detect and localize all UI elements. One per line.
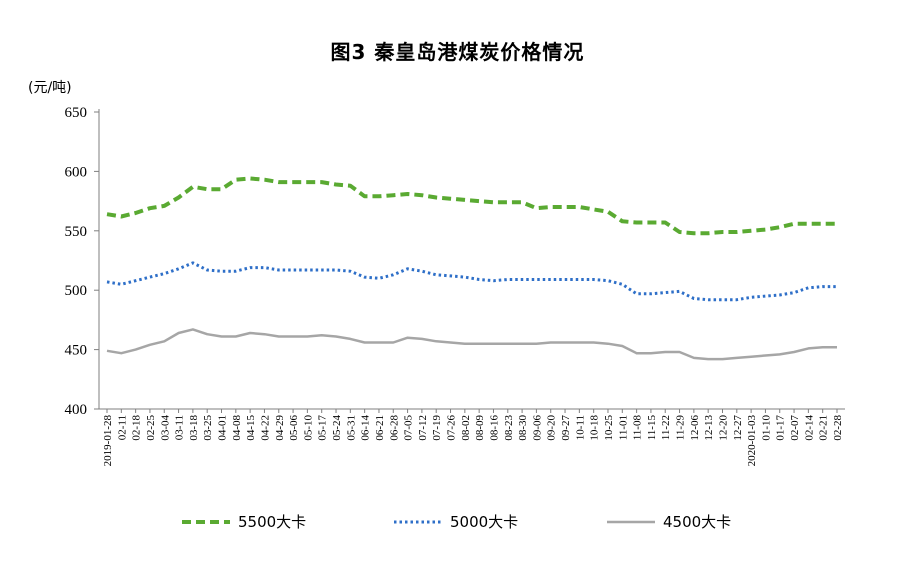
x-tick-label: 01-17	[775, 415, 787, 441]
x-tick-label: 09-06	[531, 415, 543, 441]
x-tick-label: 05-10	[302, 415, 314, 441]
axes	[98, 109, 845, 410]
x-tick-label: 12-13	[703, 415, 715, 441]
series-lines	[106, 176, 837, 361]
x-tick-label: 02-14	[803, 415, 815, 441]
x-tick-label: 08-30	[517, 415, 529, 441]
x-tick-label: 02-25	[145, 415, 157, 441]
x-tick-label: 10-25	[603, 415, 615, 441]
x-tick-label: 12-06	[689, 415, 701, 441]
x-tick-label: 12-27	[732, 415, 744, 441]
x-tick-label: 11-29	[675, 415, 687, 441]
x-tick-label: 09-27	[560, 415, 572, 441]
x-tick-label: 02-11	[116, 415, 128, 440]
x-tick-label: 07-19	[431, 415, 443, 441]
legend-label: 5000大卡	[450, 513, 519, 531]
x-tick-label: 05-24	[331, 415, 343, 441]
x-tick-label: 2019-01-28	[102, 415, 114, 467]
x-tick-label: 01-10	[760, 415, 772, 441]
x-tick-label: 05-17	[317, 415, 329, 441]
x-tick-label: 04-15	[245, 415, 257, 441]
x-tick-label: 04-08	[231, 415, 243, 441]
x-tick-label: 06-21	[374, 415, 386, 441]
legend-item-5500: 5500大卡	[180, 511, 306, 532]
legend-item-4500: 4500大卡	[605, 511, 731, 532]
y-tick-label: 400	[65, 402, 88, 418]
x-tick-label: 10-11	[574, 415, 586, 440]
legend-label: 4500大卡	[663, 513, 732, 531]
y-tick-label: 500	[65, 283, 88, 299]
x-tick-label: 02-07	[789, 415, 801, 441]
legend: 5500大卡 5000大卡 4500大卡	[0, 511, 915, 535]
series-line-1	[106, 261, 837, 302]
y-tick-label: 650	[65, 105, 88, 121]
legend-item-5000: 5000大卡	[392, 511, 518, 532]
x-tick-label: 11-22	[660, 415, 672, 440]
y-unit-label: (元/吨)	[28, 80, 72, 96]
x-tick-label: 06-14	[360, 415, 372, 441]
x-tick-label: 03-04	[159, 415, 171, 441]
x-tick-label: 08-23	[503, 415, 515, 441]
x-tick-label: 04-01	[217, 415, 229, 441]
x-tick-label: 11-08	[632, 415, 644, 441]
x-tick-label: 07-12	[417, 415, 429, 441]
x-tick-label: 02-18	[131, 415, 143, 441]
x-tick-label: 2020-01-03	[746, 415, 758, 467]
x-tick-label: 03-18	[188, 415, 200, 441]
legend-swatch-dotted	[394, 520, 442, 523]
x-tick-label: 07-05	[403, 415, 415, 441]
x-tick-label: 07-26	[446, 415, 458, 441]
y-axis-ticks: 400 450 500 550 600 650	[65, 105, 99, 418]
x-tick-label: 08-02	[460, 415, 472, 441]
chart-title: 图3 秦皇岛港煤炭价格情况	[330, 40, 585, 64]
x-tick-label: 08-16	[488, 415, 500, 441]
x-tick-label: 08-09	[474, 415, 486, 441]
x-tick-label: 05-31	[345, 415, 357, 441]
series-line-2	[106, 328, 837, 361]
legend-swatch-solid	[607, 520, 655, 523]
x-tick-label: 05-06	[288, 415, 300, 441]
x-tick-label: 03-11	[174, 415, 186, 440]
x-tick-label: 02-21	[818, 415, 830, 441]
legend-swatch-dashed	[182, 519, 230, 524]
x-tick-label: 11-01	[617, 415, 629, 440]
x-tick-label: 09-20	[546, 415, 558, 441]
x-tick-label: 10-18	[589, 415, 601, 441]
y-tick-label: 450	[65, 343, 88, 359]
y-tick-label: 550	[65, 224, 88, 240]
x-tick-label: 11-15	[646, 415, 658, 441]
y-tick-label: 600	[65, 164, 88, 180]
x-tick-label: 04-22	[259, 415, 271, 441]
x-tick-label: 02-28	[832, 415, 844, 441]
series-line-0	[106, 176, 837, 236]
legend-label: 5500大卡	[238, 513, 307, 531]
x-axis-ticks: 2019-01-28 02-11 02-18 02-25 03-04 03-11 03-18…	[102, 409, 844, 466]
x-tick-label: 03-25	[202, 415, 214, 441]
x-tick-label: 04-29	[274, 415, 286, 441]
x-tick-label: 12-20	[717, 415, 729, 441]
x-tick-label: 06-28	[388, 415, 400, 441]
